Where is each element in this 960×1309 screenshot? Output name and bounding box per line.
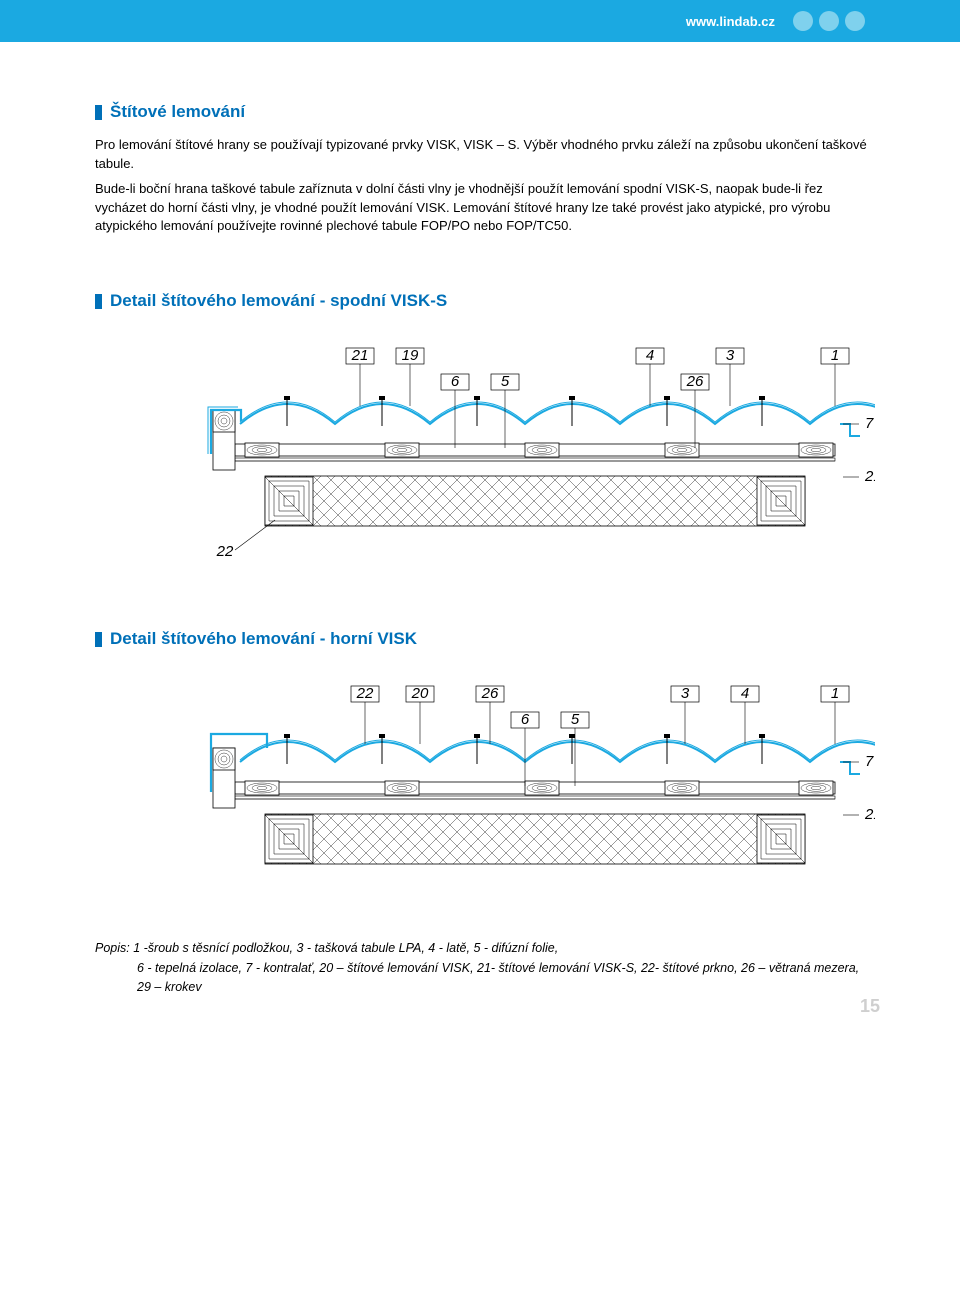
- svg-text:26: 26: [481, 685, 499, 702]
- svg-text:6: 6: [451, 373, 460, 390]
- svg-text:4: 4: [646, 347, 654, 364]
- svg-text:4: 4: [741, 685, 749, 702]
- svg-text:3: 3: [681, 685, 690, 702]
- svg-text:21: 21: [864, 468, 875, 485]
- svg-text:7: 7: [865, 753, 874, 770]
- page-content: Štítové lemování Pro lemování štítové hr…: [0, 42, 960, 1037]
- svg-text:21: 21: [864, 806, 875, 823]
- legend-line: Popis: 1 -šroub s těsnící podložkou, 3 -…: [95, 939, 870, 958]
- diagram-svg: 22 20 26 3 4 1 6 5 7 21: [95, 684, 875, 884]
- diagram-svg: 21 19 4 3 1 6 5 26 7 21 22: [95, 346, 875, 576]
- title-text: Detail štítového lemování - spodní VISK-…: [110, 291, 447, 311]
- svg-text:5: 5: [571, 711, 580, 728]
- svg-text:3: 3: [726, 347, 735, 364]
- svg-text:20: 20: [411, 685, 429, 702]
- svg-text:22: 22: [356, 685, 374, 702]
- header-bar: www.lindab.cz: [0, 0, 960, 42]
- dot-icon: [793, 11, 813, 31]
- dot-icon: [845, 11, 865, 31]
- section-title-detail-visk-s: Detail štítového lemování - spodní VISK-…: [95, 291, 870, 311]
- title-text: Detail štítového lemování - horní VISK: [110, 629, 417, 649]
- svg-text:21: 21: [351, 347, 369, 364]
- svg-text:22: 22: [216, 543, 234, 560]
- section-title-gable: Štítové lemování: [95, 102, 870, 122]
- svg-text:26: 26: [686, 373, 704, 390]
- svg-text:5: 5: [501, 373, 510, 390]
- paragraph: Bude-li boční hrana taškové tabule zaříz…: [95, 180, 870, 237]
- section-title-detail-visk: Detail štítového lemování - horní VISK: [95, 629, 870, 649]
- dot-icon: [819, 11, 839, 31]
- page-number: 15: [860, 996, 880, 1017]
- svg-text:6: 6: [521, 711, 530, 728]
- svg-text:1: 1: [831, 685, 839, 702]
- svg-text:19: 19: [402, 347, 419, 364]
- svg-text:1: 1: [831, 347, 839, 364]
- svg-text:7: 7: [865, 415, 874, 432]
- diagram-visk-s: 2119431652672122: [95, 346, 870, 581]
- header-url[interactable]: www.lindab.cz: [686, 14, 775, 29]
- header-dots: [793, 11, 865, 31]
- diagram-visk: 22202634165721: [95, 684, 870, 889]
- title-text: Štítové lemování: [110, 102, 245, 122]
- legend-line: 6 - tepelná izolace, 7 - kontralať, 20 –…: [95, 959, 870, 998]
- paragraph: Pro lemování štítové hrany se používají …: [95, 136, 870, 174]
- legend: Popis: 1 -šroub s těsnící podložkou, 3 -…: [95, 939, 870, 997]
